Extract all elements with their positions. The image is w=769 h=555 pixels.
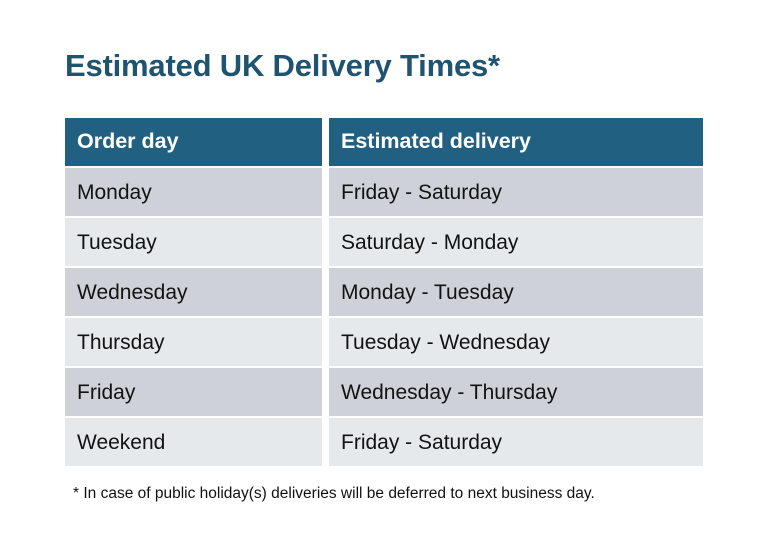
- delivery-times-table: Order day Estimated delivery Monday Frid…: [65, 118, 703, 466]
- cell-order-day: Thursday: [65, 318, 322, 366]
- cell-estimated-delivery: Friday - Saturday: [329, 168, 703, 216]
- cell-estimated-delivery: Wednesday - Thursday: [329, 368, 703, 416]
- cell-order-day: Tuesday: [65, 218, 322, 266]
- footnote-text: * In case of public holiday(s) deliverie…: [73, 485, 595, 502]
- column-header-order-day: Order day: [65, 118, 322, 166]
- table-row: Wednesday Monday - Tuesday: [65, 268, 703, 316]
- table-row: Tuesday Saturday - Monday: [65, 218, 703, 266]
- cell-order-day: Wednesday: [65, 268, 322, 316]
- table-row: Weekend Friday - Saturday: [65, 418, 703, 466]
- page-title: Estimated UK Delivery Times*: [65, 48, 500, 83]
- table-row: Friday Wednesday - Thursday: [65, 368, 703, 416]
- column-header-estimated-delivery: Estimated delivery: [329, 118, 703, 166]
- cell-order-day: Weekend: [65, 418, 322, 466]
- table-row: Thursday Tuesday - Wednesday: [65, 318, 703, 366]
- cell-order-day: Monday: [65, 168, 322, 216]
- cell-order-day: Friday: [65, 368, 322, 416]
- table-header-row: Order day Estimated delivery: [65, 118, 703, 166]
- cell-estimated-delivery: Saturday - Monday: [329, 218, 703, 266]
- cell-estimated-delivery: Friday - Saturday: [329, 418, 703, 466]
- cell-estimated-delivery: Monday - Tuesday: [329, 268, 703, 316]
- cell-estimated-delivery: Tuesday - Wednesday: [329, 318, 703, 366]
- table-row: Monday Friday - Saturday: [65, 168, 703, 216]
